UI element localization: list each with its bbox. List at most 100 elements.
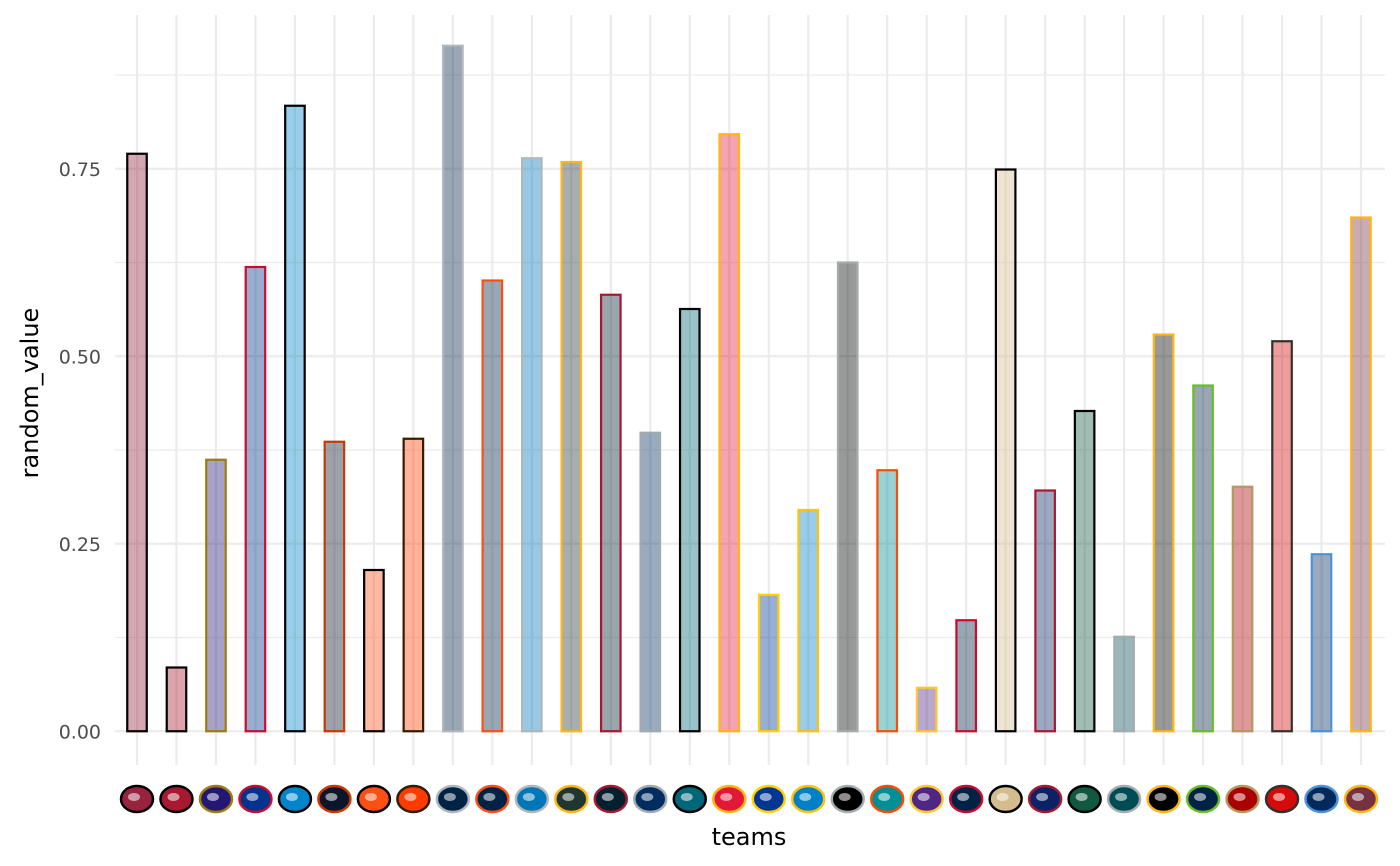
team-logo-detail-KC [720,793,733,801]
team-logo-ATL [159,784,194,814]
team-logo-detail-GB [562,793,575,801]
bar-JAX [678,307,701,733]
bar-NO [994,168,1017,733]
team-logo-detail-TB [1273,793,1286,801]
team-logo-detail-ARI [128,793,140,801]
team-logo-detail-SF [1233,793,1246,801]
bar-PHI [1113,635,1135,733]
team-logo-detail-LV [838,793,851,801]
team-logo-detail-PIT [1154,793,1167,801]
team-logo-CLE [396,784,431,814]
team-logo-detail-MIA [878,793,891,801]
team-logo-detail-TEN [1312,793,1325,801]
team-logo-HOU [593,784,629,814]
team-logo-WAS [1343,784,1379,814]
team-logo-LA [751,784,786,814]
bar-GB [560,160,583,733]
y-tick-label-0: 0.00 [59,721,101,743]
grid-major [115,15,1385,765]
bar-LV [836,261,859,733]
team-logo-NE [948,784,984,814]
bar-CHI [323,440,346,733]
team-logo-DAL [435,784,471,814]
bar-BAL [205,458,227,733]
bar-NYJ [1073,409,1096,733]
team-logo-detail-BAL [206,793,219,801]
team-logo-detail-NO [996,793,1009,801]
team-logo-detail-DEN [483,793,496,801]
team-logo-NO [988,784,1023,814]
team-logo-CIN [356,784,392,814]
team-logo-detail-PHI [1115,793,1128,801]
team-logo-TEN [1304,784,1339,814]
team-logo-BAL [198,784,234,814]
team-logo-PIT [1146,784,1181,814]
team-logo-DET [514,784,550,814]
bar-CIN [363,568,385,733]
team-logo-detail-NE [957,793,970,801]
team-logo-detail-DET [522,793,535,801]
team-logo-detail-LAC [799,793,812,801]
team-logo-GB [554,784,589,814]
bar-DEN [481,279,504,733]
team-logo-detail-LA [759,793,772,801]
bar-ATL [165,666,188,733]
team-logo-detail-WAS [1352,793,1364,801]
bar-DAL [442,44,464,733]
team-logo-DEN [475,784,510,814]
bar-SF [1231,485,1254,733]
team-logo-detail-DAL [443,793,456,801]
team-logo-TB [1264,784,1300,814]
bar-TEN [1310,553,1333,733]
team-logo-detail-CIN [364,793,377,801]
team-logo-detail-IND [641,793,654,801]
bar-NYG [1034,489,1056,733]
team-logo-detail-CAR [285,793,298,801]
team-logo-IND [633,784,668,814]
bar-DET [520,157,543,733]
team-logo-BUF [238,784,273,814]
team-logo-KC [712,784,747,814]
bar-NE [955,619,978,733]
team-logo-PHI [1106,784,1142,814]
team-logo-detail-CHI [325,793,338,801]
team-logo-NYJ [1067,784,1102,814]
team-logo-CAR [277,784,313,814]
team-logo-detail-ATL [167,793,180,801]
team-logo-JAX [672,784,708,814]
bars [126,44,1372,733]
team-logo-SF [1225,784,1260,814]
bar-LAC [797,508,820,733]
team-logo-detail-BUF [246,793,259,801]
team-logo-ARI [119,784,155,814]
bar-SEA [1192,384,1214,733]
y-tick-label-2: 0.50 [59,346,101,368]
bar-ARI [126,152,148,733]
team-logo-detail-MIN [917,793,930,801]
team-logo-detail-HOU [601,793,614,801]
y-axis-ticks: 0.00 0.25 0.50 0.75 [59,159,101,744]
team-logo-LV [830,784,865,814]
bar-HOU [599,293,622,733]
x-axis-title: teams [712,823,787,851]
team-logo-LAC [790,784,826,814]
y-tick-label-3: 0.75 [59,159,101,181]
bar-CLE [402,437,425,733]
team-logo-detail-CLE [404,793,417,801]
team-logo-CHI [317,784,352,814]
bar-LA [757,593,780,733]
team-logo-NYG [1027,784,1063,814]
bar-CAR [284,104,306,733]
team-logo-detail-NYJ [1075,793,1088,801]
team-logo-MIA [869,784,905,814]
team-logo-SEA [1185,784,1221,814]
bar-KC [718,133,741,733]
bar-PIT [1152,333,1175,733]
y-tick-label-1: 0.25 [59,534,101,556]
bar-BUF [244,265,267,733]
bar-MIN [915,686,938,733]
y-axis-title: random_value [16,308,44,479]
team-logo-detail-SEA [1194,793,1207,801]
bar-TB [1271,340,1293,733]
